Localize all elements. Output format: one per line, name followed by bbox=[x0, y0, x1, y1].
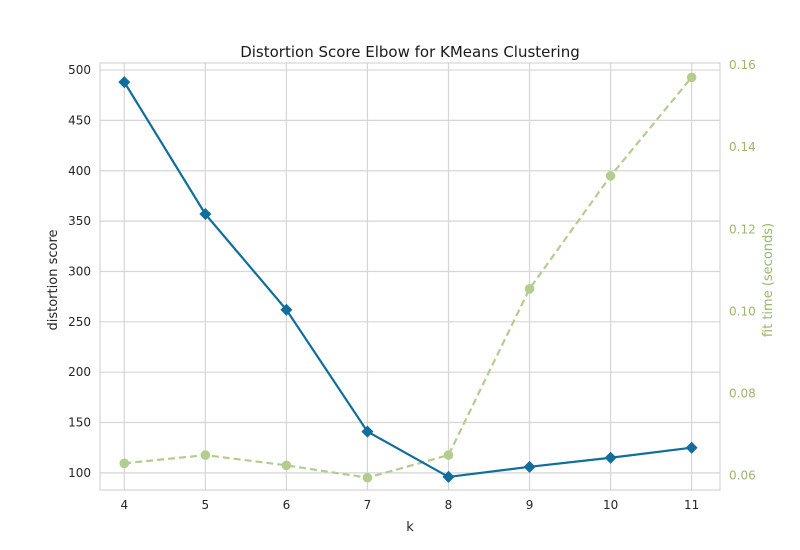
y2-tick-label: 0.16 bbox=[729, 58, 756, 72]
y-axis-ticks: 100 150 200 250 300 350 400 450 500 bbox=[68, 63, 91, 480]
y-tick-label: 150 bbox=[68, 416, 91, 430]
fit-time-point bbox=[200, 450, 211, 460]
fit-time-point bbox=[686, 72, 697, 83]
x-tick-label: 8 bbox=[445, 498, 453, 512]
x-tick-label: 4 bbox=[120, 498, 128, 512]
y-tick-label: 300 bbox=[68, 264, 91, 278]
x-tick-label: 5 bbox=[202, 498, 210, 512]
fit-time-point bbox=[119, 458, 130, 469]
y2-tick-label: 0.14 bbox=[729, 140, 756, 154]
plot-area-frame bbox=[99, 62, 721, 491]
x-axis-label: k bbox=[406, 520, 414, 535]
y-tick-label: 200 bbox=[68, 365, 91, 379]
y-axis-label: distortion score bbox=[46, 230, 61, 331]
distortion-point bbox=[280, 303, 293, 316]
y2-tick-label: 0.06 bbox=[729, 469, 756, 483]
distortion-line bbox=[123, 81, 692, 479]
x-tick-label: 6 bbox=[283, 498, 291, 512]
fit-time-point bbox=[362, 472, 373, 483]
x-tick-label: 9 bbox=[526, 498, 534, 512]
distortion-point bbox=[523, 460, 536, 473]
y-tick-label: 400 bbox=[68, 164, 91, 178]
x-tick-label: 7 bbox=[364, 498, 372, 512]
fit-time-line bbox=[124, 76, 693, 479]
distortion-point bbox=[118, 76, 131, 89]
fit-time-point bbox=[443, 450, 454, 460]
y2-axis-ticks: 0.06 0.08 0.10 0.12 0.14 0.16 bbox=[729, 58, 756, 483]
x-tick-label: 10 bbox=[603, 498, 618, 512]
y-tick-label: 500 bbox=[68, 63, 91, 77]
distortion-point bbox=[685, 441, 698, 454]
y2-tick-label: 0.10 bbox=[729, 304, 756, 318]
y2-tick-label: 0.08 bbox=[729, 387, 756, 401]
distortion-point bbox=[361, 425, 374, 438]
y-tick-label: 450 bbox=[68, 113, 91, 127]
distortion-point bbox=[604, 451, 617, 464]
y-tick-label: 100 bbox=[68, 466, 91, 480]
distortion-point bbox=[442, 470, 455, 483]
y-tick-label: 350 bbox=[68, 214, 91, 228]
y2-tick-label: 0.12 bbox=[729, 222, 756, 236]
x-tick-label: 11 bbox=[684, 498, 699, 512]
fit-time-point bbox=[281, 460, 292, 471]
grid-lines bbox=[100, 63, 720, 490]
distortion-point bbox=[199, 208, 212, 221]
distortion-series bbox=[118, 76, 698, 483]
y2-axis-label: fit time (seconds) bbox=[761, 223, 776, 337]
chart-title: Distortion Score Elbow for KMeans Cluste… bbox=[240, 43, 580, 61]
fit-time-series bbox=[119, 72, 697, 483]
x-axis-ticks: 4 5 6 7 8 9 10 11 bbox=[120, 498, 699, 512]
fit-time-point bbox=[605, 171, 616, 181]
fit-time-point bbox=[524, 284, 535, 294]
y-tick-label: 250 bbox=[68, 315, 91, 329]
